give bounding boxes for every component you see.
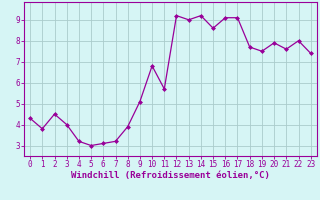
X-axis label: Windchill (Refroidissement éolien,°C): Windchill (Refroidissement éolien,°C) — [71, 171, 270, 180]
